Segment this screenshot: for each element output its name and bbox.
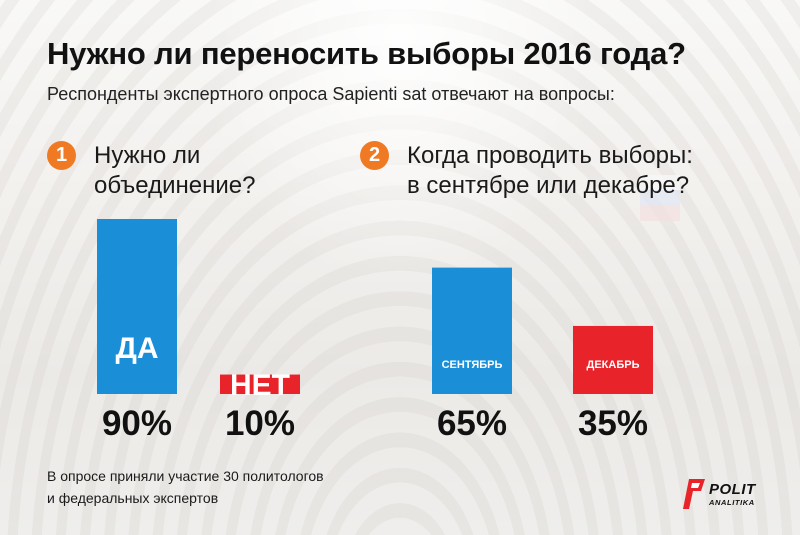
question-2-line-1: Когда проводить выборы: <box>407 142 693 169</box>
politanalitika-logo: POLIT ANALITIKA <box>683 479 763 511</box>
question-2-text: Когда проводить выборы: в сентябре или д… <box>407 141 693 201</box>
value-label-1-0: 65% <box>437 404 507 443</box>
value-label-0-1: 10% <box>225 404 295 443</box>
logo-word-analitika: ANALITIKA <box>709 498 755 507</box>
question-1-line-2: объединение? <box>94 172 256 199</box>
bar-label-1-1: ДЕКАБРЬ <box>587 359 640 371</box>
survey-note-line-2: и федеральных экспертов <box>47 490 219 506</box>
bar-label-0-1: НЕТ <box>230 369 290 402</box>
bar-label-0-0: ДА <box>115 332 158 365</box>
question-1-text: Нужно ли объединение? <box>94 141 255 201</box>
bar-0-1 <box>220 374 300 394</box>
page-subtitle: Респонденты экспертного опроса Sapienti … <box>47 84 615 104</box>
logo-word-polit: POLIT <box>709 481 756 498</box>
value-label-0-0: 90% <box>102 404 172 443</box>
flag-image <box>640 175 680 221</box>
question-1-number: 1 <box>47 141 76 170</box>
bar-label-1-0: СЕНТЯБРЬ <box>442 359 503 371</box>
survey-note: В опросе приняли участие 30 политологов … <box>47 465 324 509</box>
survey-note-line-1: В опросе приняли участие 30 политологов <box>47 468 324 484</box>
question-1-line-1: Нужно ли <box>94 142 201 169</box>
bar-1-0 <box>432 267 512 394</box>
politanalitika-logo-icon <box>683 479 705 509</box>
bar-1-1 <box>573 325 653 394</box>
page-title: Нужно ли переносить выборы 2016 года? <box>47 36 686 71</box>
question-2-number: 2 <box>360 141 389 170</box>
question-2-line-2: в сентябре или декабре? <box>407 172 690 199</box>
bar-0-0 <box>97 219 177 394</box>
value-label-1-1: 35% <box>578 404 648 443</box>
